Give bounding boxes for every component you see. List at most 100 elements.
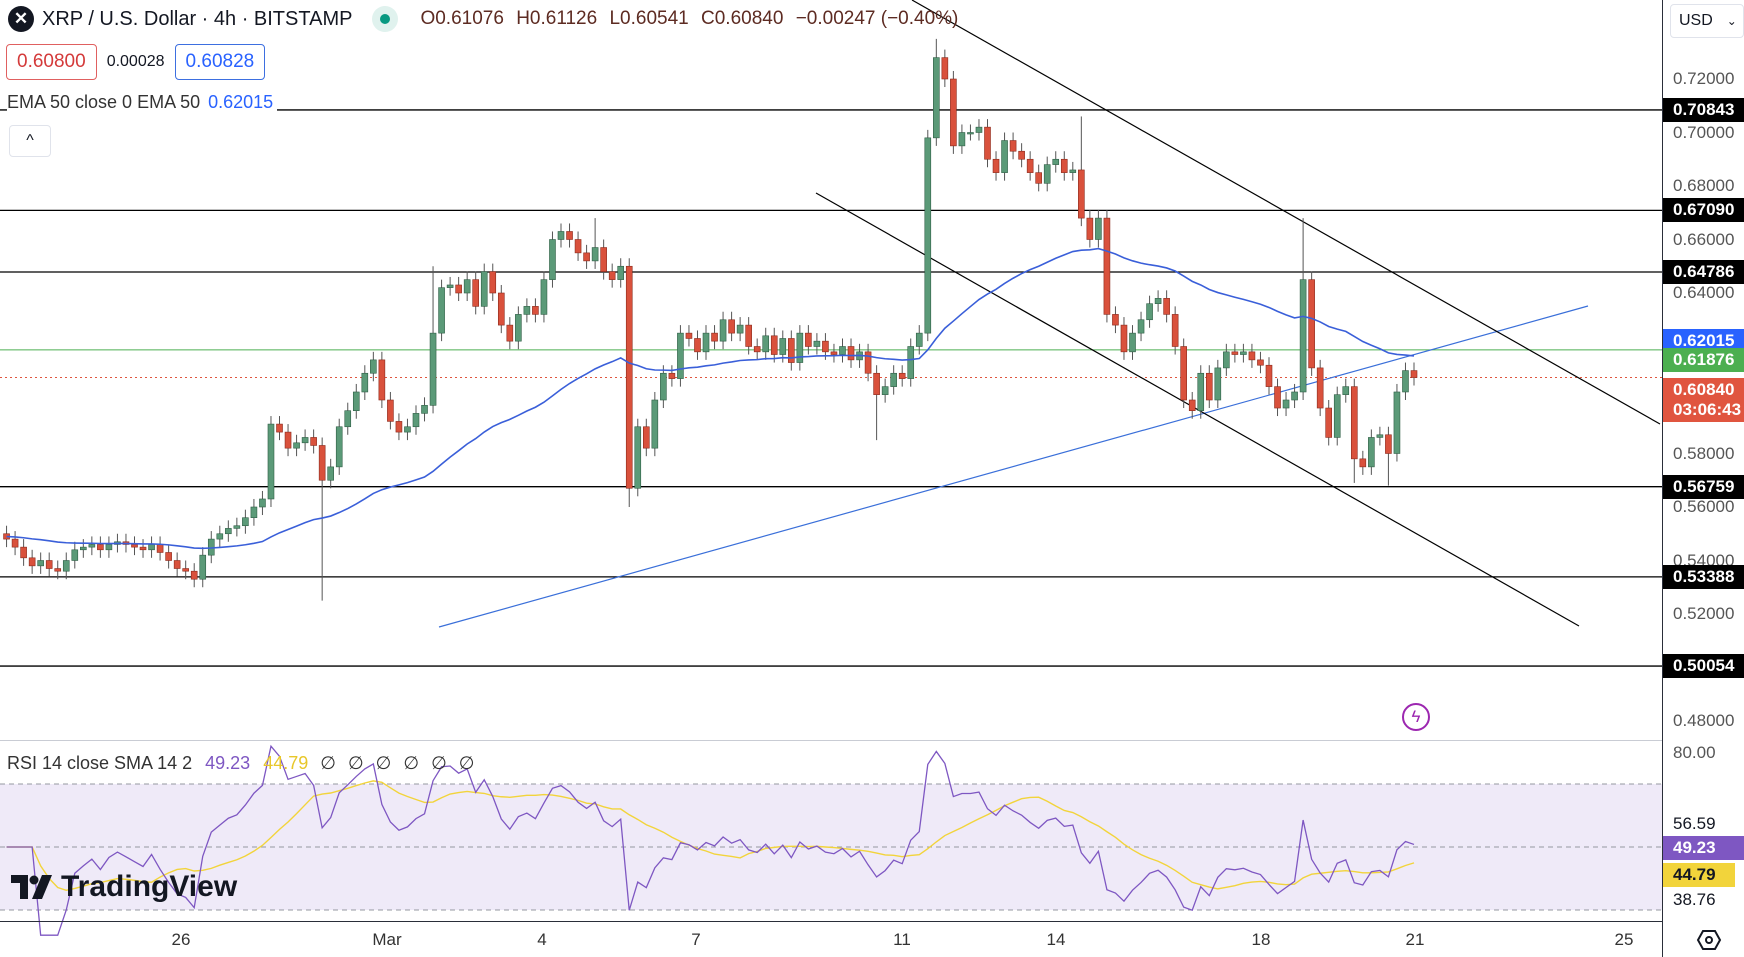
candle xyxy=(1376,434,1384,438)
level-price-tag: 0.50054 xyxy=(1663,654,1744,679)
rsi-axis-label: 38.76 xyxy=(1673,890,1716,909)
candle xyxy=(1308,279,1315,369)
candle xyxy=(702,332,710,353)
ema-legend-label: EMA 50 close 0 EMA 50 xyxy=(7,92,201,112)
symbol-title[interactable]: XRP / U.S. Dollar · 4h · BITSTAMP xyxy=(42,7,353,30)
candle xyxy=(327,466,334,481)
candle xyxy=(719,319,727,342)
candle xyxy=(625,265,633,489)
candle xyxy=(387,399,394,422)
candle xyxy=(711,332,718,342)
candle xyxy=(549,239,556,280)
price-axis-label: 0.66000 xyxy=(1673,229,1735,249)
candle xyxy=(156,544,164,553)
candle xyxy=(267,423,275,500)
candle xyxy=(1368,437,1375,468)
tradingview-logo[interactable]: TradingView xyxy=(11,870,237,904)
candle xyxy=(864,351,872,374)
candle xyxy=(668,372,676,379)
candle xyxy=(1137,319,1145,334)
candle xyxy=(97,544,104,551)
candle xyxy=(1333,394,1341,438)
null-value: ∅ xyxy=(320,753,336,773)
candle xyxy=(591,247,599,262)
candle xyxy=(182,568,189,572)
candle xyxy=(165,552,172,561)
spread-value: 0.00028 xyxy=(106,53,165,70)
candle xyxy=(523,306,531,315)
candle xyxy=(1265,364,1273,387)
candle xyxy=(873,372,880,395)
settings-icon[interactable] xyxy=(1696,929,1722,951)
candle xyxy=(131,544,138,548)
candle xyxy=(293,442,300,449)
candle xyxy=(608,271,616,280)
candle xyxy=(762,335,770,353)
chevron-up-icon: ^ xyxy=(26,132,34,149)
candle xyxy=(421,405,428,414)
currency-dropdown[interactable]: USD ⌄ xyxy=(1670,4,1744,38)
candle xyxy=(310,437,317,446)
null-value: ∅ xyxy=(347,753,364,773)
candle xyxy=(1009,140,1017,152)
green-line-price-tag: 0.61876 xyxy=(1663,347,1744,372)
price-axis-label: 0.72000 xyxy=(1673,69,1735,88)
tradingview-logo-icon xyxy=(11,875,52,899)
candle xyxy=(515,314,522,342)
candle xyxy=(1095,217,1102,240)
candle xyxy=(1205,372,1213,401)
lightning-icon[interactable]: ϟ xyxy=(1402,703,1430,731)
candle xyxy=(1001,140,1008,173)
candle xyxy=(1257,359,1264,366)
candle xyxy=(557,231,565,240)
level-price-tag: 0.56759 xyxy=(1663,474,1744,499)
price-chart[interactable] xyxy=(0,0,1662,957)
candle xyxy=(1325,407,1332,438)
candle xyxy=(796,332,804,363)
candle xyxy=(677,332,684,379)
pane-separator[interactable] xyxy=(0,740,1744,741)
rsi-line xyxy=(6,744,1415,936)
candle xyxy=(361,372,369,393)
candle xyxy=(600,247,607,272)
candle xyxy=(199,554,207,580)
candle xyxy=(566,231,573,240)
market-open-dot-icon xyxy=(372,6,399,32)
candle xyxy=(506,324,514,342)
candle xyxy=(1069,169,1077,173)
candle xyxy=(890,372,897,387)
candle xyxy=(1060,158,1068,173)
null-value: ∅ xyxy=(458,753,475,773)
candle xyxy=(148,544,155,551)
candle xyxy=(455,284,462,294)
candle xyxy=(62,560,70,572)
time-label: 21 xyxy=(1405,930,1425,949)
ema-legend[interactable]: EMA 50 close 0 EMA 50 0.62015 xyxy=(7,92,278,113)
rsi-legend[interactable]: RSI 14 close SMA 14 2 49.23 44.79 ∅ ∅ ∅ … xyxy=(7,753,474,774)
bar-countdown-tag: 03:06:43 xyxy=(1663,397,1744,422)
price-axis-label: 0.48000 xyxy=(1673,711,1735,730)
candle xyxy=(532,306,539,315)
candle xyxy=(1316,367,1324,409)
candle xyxy=(1103,217,1111,315)
rsi-value-tag: 49.23 xyxy=(1663,836,1744,860)
candle xyxy=(37,560,44,567)
candle xyxy=(984,126,991,160)
time-label: 25 xyxy=(1614,930,1634,949)
sell-button[interactable]: 0.60800 xyxy=(6,44,97,80)
candle xyxy=(28,557,36,567)
ascending-trendline xyxy=(438,305,1589,628)
candle xyxy=(830,351,838,355)
collapse-legend-button[interactable]: ^ xyxy=(9,125,51,157)
candle xyxy=(1393,391,1401,454)
candle xyxy=(685,332,693,339)
buy-button[interactable]: 0.60828 xyxy=(174,44,266,80)
open-value: O0.61076 xyxy=(420,8,504,29)
candle xyxy=(1129,332,1136,353)
candle xyxy=(463,279,471,294)
candle xyxy=(1171,314,1179,347)
candle xyxy=(583,252,590,262)
candle xyxy=(933,57,940,139)
level-price-tag: 0.67090 xyxy=(1663,198,1744,223)
candle xyxy=(1299,279,1307,393)
